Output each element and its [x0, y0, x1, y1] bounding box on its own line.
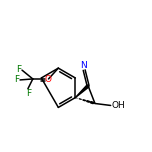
- Text: F: F: [15, 75, 20, 84]
- Text: N: N: [80, 61, 86, 70]
- Text: F: F: [26, 89, 31, 98]
- Text: F: F: [17, 65, 22, 74]
- Text: OH: OH: [112, 101, 125, 110]
- Text: O: O: [44, 75, 51, 84]
- Polygon shape: [75, 85, 89, 98]
